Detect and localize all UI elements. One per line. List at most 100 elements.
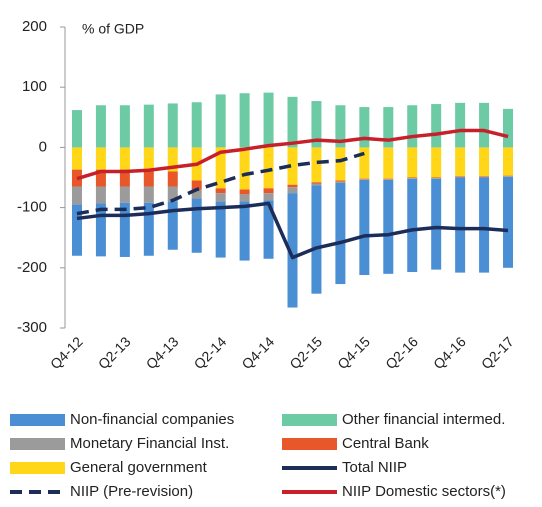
bar bbox=[287, 193, 298, 308]
bar bbox=[503, 147, 514, 176]
bar bbox=[503, 176, 514, 177]
bar bbox=[503, 176, 514, 268]
bar bbox=[455, 147, 466, 177]
bar bbox=[143, 147, 154, 170]
bar bbox=[239, 194, 250, 202]
y-axis-label: % of GDP bbox=[82, 21, 144, 37]
bar bbox=[263, 200, 274, 259]
bar bbox=[479, 177, 490, 273]
bar bbox=[359, 107, 370, 148]
bar bbox=[407, 147, 418, 178]
legend-label: Central Bank bbox=[342, 435, 429, 452]
bar bbox=[287, 184, 298, 188]
bar bbox=[455, 176, 466, 177]
bar bbox=[239, 93, 250, 148]
bar bbox=[119, 186, 130, 203]
bar bbox=[263, 193, 274, 201]
bar bbox=[95, 105, 106, 148]
x-tick-label: Q4-12 bbox=[47, 333, 86, 372]
bar bbox=[143, 202, 154, 256]
bar bbox=[287, 187, 298, 194]
x-tick-label: Q2-15 bbox=[286, 333, 325, 372]
bar bbox=[503, 108, 514, 148]
bar bbox=[143, 169, 154, 187]
bar bbox=[191, 198, 202, 253]
bar bbox=[95, 186, 106, 204]
bar bbox=[191, 189, 202, 199]
legend-swatch bbox=[10, 462, 65, 474]
bar bbox=[215, 147, 226, 189]
bar bbox=[359, 179, 370, 276]
bar bbox=[383, 179, 394, 180]
bar bbox=[431, 177, 442, 179]
bar bbox=[479, 176, 490, 178]
bar bbox=[263, 147, 274, 189]
x-tick-label: Q4-15 bbox=[334, 333, 373, 372]
bar bbox=[311, 147, 322, 183]
bar bbox=[215, 94, 226, 148]
bar bbox=[359, 178, 370, 180]
bar bbox=[479, 176, 490, 177]
bar bbox=[215, 188, 226, 194]
bar bbox=[119, 169, 130, 187]
legend-label: Other financial intermed. bbox=[342, 411, 505, 428]
bar bbox=[167, 171, 178, 187]
bar bbox=[383, 178, 394, 180]
bar bbox=[119, 202, 130, 257]
y-tick-label: 0 bbox=[39, 138, 47, 155]
x-tick-label: Q4-13 bbox=[143, 333, 182, 372]
bar bbox=[359, 147, 370, 179]
legend-label: NIIP Domestic sectors(*) bbox=[342, 483, 506, 500]
bar bbox=[455, 102, 466, 148]
bar bbox=[95, 169, 106, 187]
y-tick-label: -300 bbox=[17, 319, 47, 336]
bar bbox=[311, 101, 322, 148]
bar bbox=[191, 102, 202, 148]
x-tick-label: Q2-13 bbox=[95, 333, 134, 372]
bar bbox=[455, 176, 466, 178]
y-tick-label: -100 bbox=[17, 199, 47, 216]
bar bbox=[143, 104, 154, 148]
bar bbox=[383, 179, 394, 274]
bar bbox=[71, 147, 82, 170]
bar bbox=[71, 186, 82, 205]
x-tick-label: Q4-14 bbox=[238, 333, 277, 372]
bar bbox=[335, 180, 346, 182]
bar bbox=[191, 180, 202, 190]
y-tick-label: 200 bbox=[22, 18, 47, 35]
bar bbox=[335, 147, 346, 181]
x-tick-label: Q2-17 bbox=[478, 333, 517, 372]
bar bbox=[407, 178, 418, 273]
y-tick-label: -200 bbox=[17, 259, 47, 276]
bar bbox=[311, 185, 322, 294]
legend-label: NIIP (Pre-revision) bbox=[70, 483, 193, 500]
bar bbox=[455, 177, 466, 273]
bar bbox=[143, 186, 154, 203]
bar bbox=[95, 147, 106, 170]
bar bbox=[167, 147, 178, 172]
bar bbox=[407, 177, 418, 179]
bar bbox=[335, 105, 346, 148]
line bbox=[76, 201, 509, 260]
legend-label: General government bbox=[70, 459, 208, 476]
bar bbox=[431, 147, 442, 178]
bar bbox=[95, 203, 106, 257]
legend-swatch bbox=[282, 438, 337, 450]
bar bbox=[407, 178, 418, 179]
line bbox=[76, 151, 365, 216]
bar bbox=[479, 147, 490, 177]
bar bbox=[215, 201, 226, 258]
legend-label: Non-financial companies bbox=[70, 411, 234, 428]
bar bbox=[359, 179, 370, 180]
bar bbox=[119, 105, 130, 148]
legend-swatch bbox=[282, 414, 337, 426]
bar bbox=[503, 175, 514, 177]
x-tick-label: Q2-16 bbox=[382, 333, 421, 372]
bar bbox=[71, 204, 82, 256]
bar bbox=[239, 189, 250, 195]
bar bbox=[431, 178, 442, 179]
bar bbox=[335, 181, 346, 183]
bar bbox=[215, 193, 226, 202]
bar bbox=[167, 201, 178, 250]
